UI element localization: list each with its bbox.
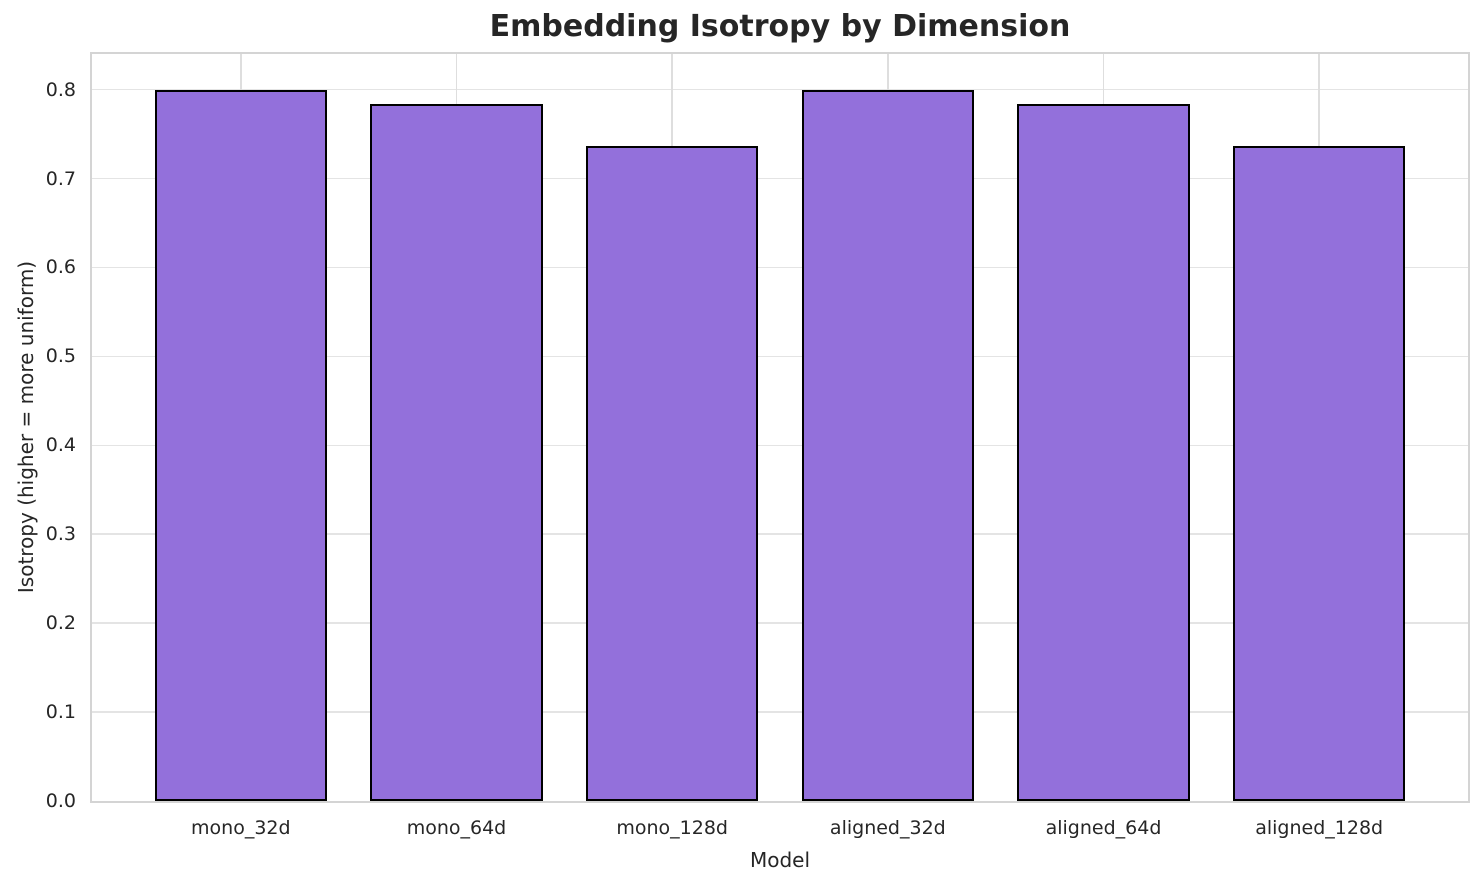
horizontal-gridline	[92, 711, 1468, 713]
y-tick-label: 0.3	[45, 523, 76, 546]
horizontal-gridline	[92, 444, 1468, 447]
bar-mono_128d	[585, 145, 759, 801]
chart-title: Embedding Isotropy by Dimension	[489, 9, 1071, 44]
y-tick-label: 0.8	[45, 78, 76, 101]
x-tick-label: aligned_128d	[1255, 817, 1384, 839]
y-tick-label: 0.6	[45, 256, 76, 279]
x-tick-label: aligned_32d	[829, 817, 946, 839]
x-tick-label: mono_32d	[191, 817, 291, 839]
bar-mono_32d	[154, 90, 328, 801]
x-tick-label: mono_128d	[616, 817, 728, 839]
bar-mono_64d	[370, 103, 543, 801]
x-tick-label: aligned_64d	[1045, 817, 1162, 839]
horizontal-gridline	[92, 177, 1468, 180]
y-tick-label: 0.7	[45, 167, 76, 190]
horizontal-gridline	[92, 355, 1468, 358]
y-tick-label: 0.0	[45, 790, 76, 812]
horizontal-gridline	[92, 88, 1468, 91]
bar-aligned_32d	[801, 90, 975, 801]
y-tick-label: 0.4	[45, 434, 76, 457]
horizontal-gridline	[92, 266, 1468, 269]
horizontal-gridline	[92, 622, 1468, 624]
x-tick-label: mono_64d	[406, 817, 507, 839]
y-tick-label: 0.2	[45, 612, 76, 635]
bar-aligned_64d	[1017, 103, 1190, 801]
y-tick-label: 0.1	[45, 701, 76, 724]
bar-aligned_128d	[1232, 145, 1406, 801]
horizontal-gridline	[92, 533, 1468, 535]
y-tick-label: 0.5	[45, 345, 76, 368]
x-axis-label: Model	[749, 848, 811, 872]
plot-area	[90, 52, 1470, 803]
